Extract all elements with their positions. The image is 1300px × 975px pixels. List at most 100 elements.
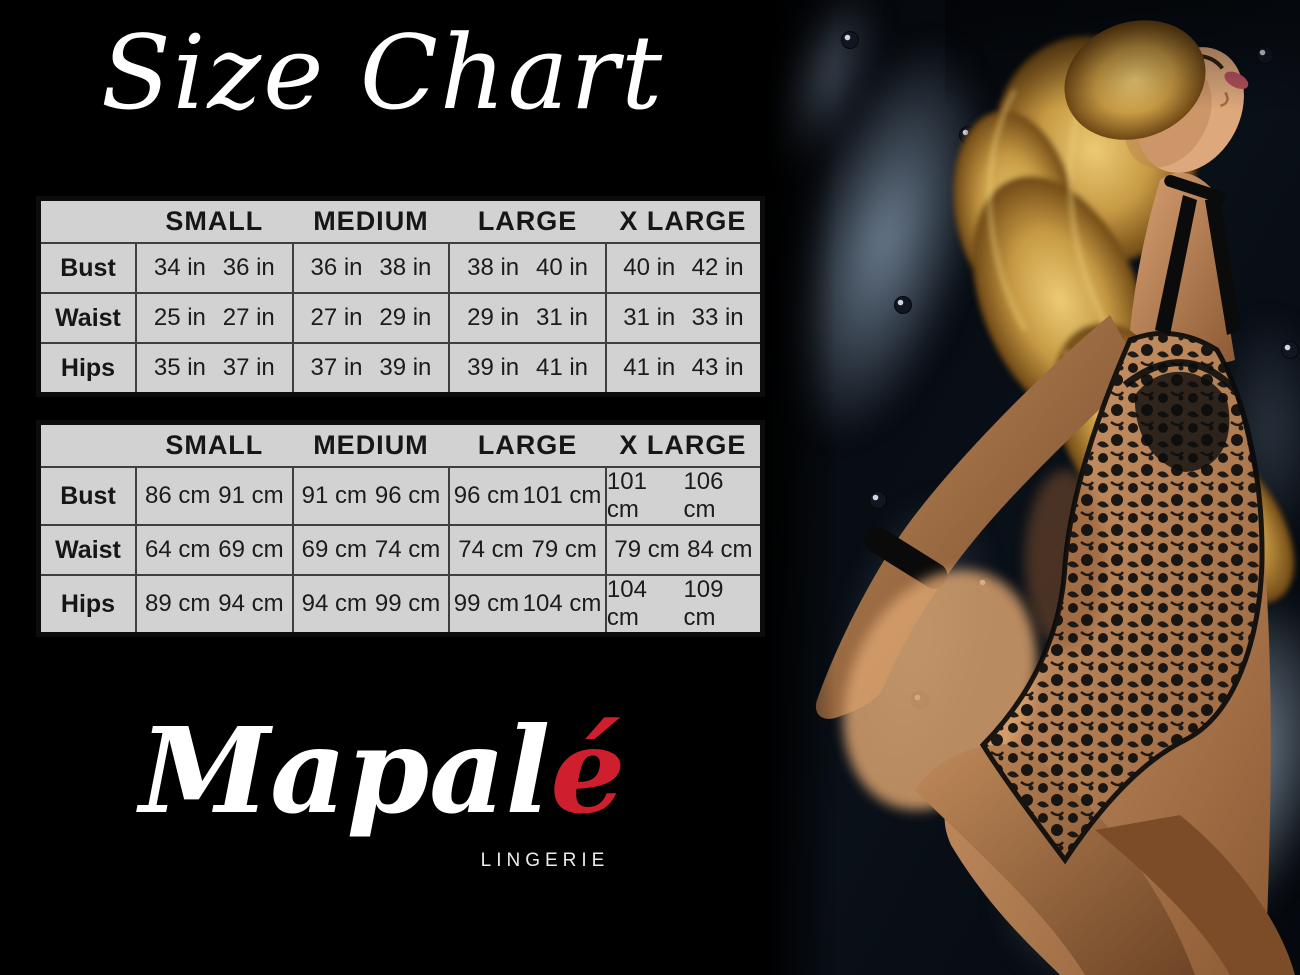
table-row-hips: Hips 89 cm 94 cm 94 cm 99 cm 99 cm 104 cm 1…: [37, 574, 764, 636]
measurement-value: 101 cm: [522, 482, 602, 509]
measurement-value: 79 cm: [531, 536, 597, 563]
lace-cup: [1134, 371, 1230, 472]
photo-left-fade: [765, 0, 835, 975]
measurement-cell: 41 in 43 in: [604, 342, 764, 396]
size-table-inches: SMALL MEDIUM LARGE X LARGE Bust 34 in 36 …: [36, 196, 765, 397]
row-label: Hips: [37, 342, 137, 396]
measurement-value: 25 in: [153, 304, 206, 331]
table-row-hips: Hips 35 in 37 in 37 in 39 in 39 in 41 in 41…: [37, 342, 764, 396]
measurement-cell: 27 in 29 in: [291, 292, 451, 344]
measurement-value: 109 cm: [683, 576, 724, 631]
measurement-value: 37 in: [310, 354, 363, 381]
row-label: Bust: [37, 466, 137, 526]
measurement-cell: 96 cm 101 cm: [448, 466, 607, 526]
front-thigh: [915, 744, 1195, 975]
measurement-cell: 31 in 33 in: [604, 292, 764, 344]
arm-band: [864, 527, 948, 589]
measurement-cell: 86 cm 91 cm: [135, 466, 294, 526]
measurement-cell: 74 cm 79 cm: [448, 524, 607, 576]
measurement-cell: 69 cm 74 cm: [291, 524, 451, 576]
measurement-cell: 101 cm 106 cm: [604, 466, 764, 526]
measurement-value: 74 cm: [458, 536, 524, 563]
header-cell-large: LARGE: [449, 198, 606, 244]
measurement-value: 94 cm: [301, 590, 367, 617]
page-title: Size Chart: [100, 14, 665, 133]
header-cell-small: SMALL: [136, 198, 293, 244]
measurement-cell: 35 in 37 in: [135, 342, 294, 396]
header-cell-medium: MEDIUM: [292, 422, 450, 468]
measurement-value: 96 cm: [453, 482, 520, 509]
measurement-value: 89 cm: [144, 590, 211, 617]
measurement-value: 99 cm: [374, 590, 441, 617]
measurement-value: 29 in: [379, 304, 432, 331]
table-header-row: SMALL MEDIUM LARGE X LARGE: [38, 422, 763, 468]
header-corner-cell: [38, 422, 136, 468]
header-cell-xlarge: X LARGE: [605, 198, 763, 244]
table-row-waist: Waist 64 cm 69 cm 69 cm 74 cm 74 cm 79 cm 7…: [37, 524, 764, 576]
photo-top-fade: [945, 0, 1300, 110]
measurement-value: 39 in: [467, 354, 520, 381]
measurement-value: 91 cm: [218, 482, 284, 509]
measurement-value: 42 in: [691, 254, 744, 281]
measurement-cell: 89 cm 94 cm: [135, 574, 294, 636]
measurement-value: 69 cm: [218, 536, 284, 563]
measurement-value: 101 cm: [606, 468, 647, 523]
row-label: Bust: [37, 242, 137, 294]
measurement-value: 31 in: [535, 304, 589, 331]
table-row-waist: Waist 25 in 27 in 27 in 29 in 29 in 31 in 3…: [37, 292, 764, 344]
measurement-value: 40 in: [623, 254, 676, 281]
header-cell-large: LARGE: [449, 422, 606, 468]
measurement-value: 96 cm: [374, 482, 441, 509]
measurement-value: 34 in: [153, 254, 206, 281]
header-cell-small: SMALL: [136, 422, 293, 468]
measurement-cell: 91 cm 96 cm: [291, 466, 451, 526]
measurement-value: 79 cm: [614, 536, 680, 563]
measurement-value: 91 cm: [301, 482, 367, 509]
measurement-value: 99 cm: [453, 590, 520, 617]
measurement-cell: 39 in 41 in: [448, 342, 607, 396]
brand-logo-main: Mapal: [139, 701, 551, 840]
measurement-cell: 104 cm 109 cm: [604, 574, 764, 636]
measurement-value: 38 in: [379, 254, 432, 281]
measurement-cell: 40 in 42 in: [604, 242, 764, 294]
row-label: Hips: [37, 574, 137, 636]
row-label: Waist: [37, 292, 137, 344]
neck-strap: [1164, 174, 1226, 204]
measurement-value: 41 in: [535, 354, 589, 381]
size-table-centimeters: SMALL MEDIUM LARGE X LARGE Bust 86 cm 91 …: [36, 420, 765, 637]
header-corner-cell: [38, 198, 136, 244]
measurement-cell: 34 in 36 in: [135, 242, 294, 294]
measurement-cell: 36 in 38 in: [291, 242, 451, 294]
measurement-value: 36 in: [222, 254, 275, 281]
measurement-value: 69 cm: [301, 536, 367, 563]
measurement-value: 64 cm: [144, 536, 211, 563]
model-photo: [765, 0, 1300, 975]
header-cell-medium: MEDIUM: [292, 198, 450, 244]
measurement-cell: 99 cm 104 cm: [448, 574, 607, 636]
header-cell-xlarge: X LARGE: [605, 422, 763, 468]
brand-logo-subtitle: LINGERIE: [480, 850, 610, 871]
measurement-value: 74 cm: [374, 536, 441, 563]
measurement-cell: 64 cm 69 cm: [135, 524, 294, 576]
measurement-cell: 38 in 40 in: [448, 242, 607, 294]
brand-logo-accent: é: [550, 701, 626, 840]
back-thigh: [1095, 815, 1295, 975]
measurement-value: 86 cm: [144, 482, 211, 509]
measurement-value: 37 in: [222, 354, 275, 381]
table-row-bust: Bust 34 in 36 in 36 in 38 in 38 in 40 in 40…: [37, 242, 764, 294]
measurement-cell: 25 in 27 in: [135, 292, 294, 344]
measurement-value: 104 cm: [606, 576, 647, 631]
measurement-cell: 79 cm 84 cm: [604, 524, 764, 576]
measurement-value: 36 in: [310, 254, 363, 281]
halter-strap: [1205, 198, 1241, 335]
measurement-value: 33 in: [691, 304, 744, 331]
measurement-cell: 37 in 39 in: [291, 342, 451, 396]
lace-trim: [1122, 359, 1238, 393]
measurement-value: 40 in: [535, 254, 589, 281]
measurement-value: 38 in: [467, 254, 520, 281]
measurement-value: 27 in: [310, 304, 363, 331]
measurement-value: 35 in: [153, 354, 206, 381]
measurement-value: 27 in: [222, 304, 275, 331]
measurement-value: 94 cm: [218, 590, 284, 617]
